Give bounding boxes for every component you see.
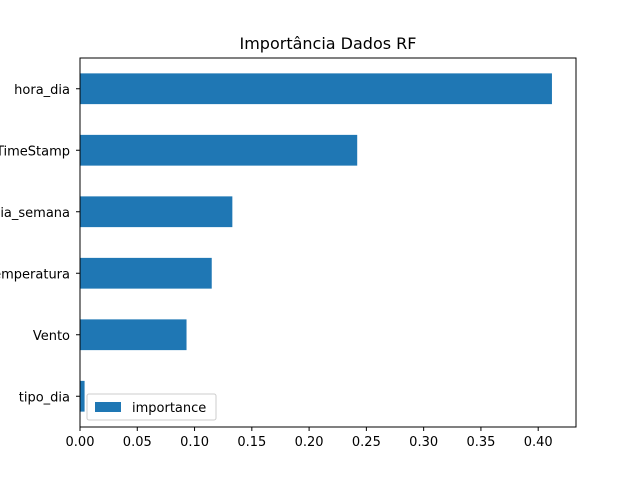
y-tick-label: TimeStamp bbox=[0, 144, 70, 159]
bar-Vento bbox=[80, 319, 187, 351]
bars-group bbox=[80, 73, 552, 412]
y-tick-label: Temperatura bbox=[0, 267, 70, 282]
x-tick-label: 0.15 bbox=[237, 435, 266, 450]
y-tick-label: tipo_dia bbox=[19, 390, 70, 405]
y-tick-label: dia_semana bbox=[0, 206, 70, 221]
legend-box bbox=[86, 393, 217, 421]
bar-tipo_dia bbox=[80, 380, 85, 412]
y-tick-label: hora_dia bbox=[14, 83, 70, 98]
x-tick-label: 0.05 bbox=[123, 435, 152, 450]
x-tick-label: 0.30 bbox=[409, 435, 438, 450]
x-tick-label: 0.20 bbox=[295, 435, 324, 450]
chart-title: Importância Dados RF bbox=[240, 34, 417, 53]
bar-TimeStamp bbox=[80, 134, 358, 166]
x-tick-label: 0.40 bbox=[524, 435, 553, 450]
bar-Temperatura bbox=[80, 257, 212, 289]
x-tick-label: 0.35 bbox=[466, 435, 495, 450]
legend: importance bbox=[86, 393, 217, 421]
y-axis-ticks: tipo_dia Vento Temperatura dia_semana TimeSt… bbox=[0, 83, 80, 405]
bar-hora_dia bbox=[80, 73, 552, 105]
y-tick-label: Vento bbox=[33, 329, 70, 344]
x-tick-label: 0.10 bbox=[180, 435, 209, 450]
legend-label-importance: importance bbox=[132, 401, 206, 416]
legend-swatch bbox=[95, 402, 121, 412]
plot-frame bbox=[79, 57, 577, 428]
x-tick-label: 0.25 bbox=[352, 435, 381, 450]
x-axis-ticks: 0.00 0.05 0.10 0.15 0.20 0.25 0.30 0.35 0.40 bbox=[66, 427, 553, 450]
x-tick-label: 0.00 bbox=[66, 435, 95, 450]
bar-dia_semana bbox=[80, 196, 233, 228]
